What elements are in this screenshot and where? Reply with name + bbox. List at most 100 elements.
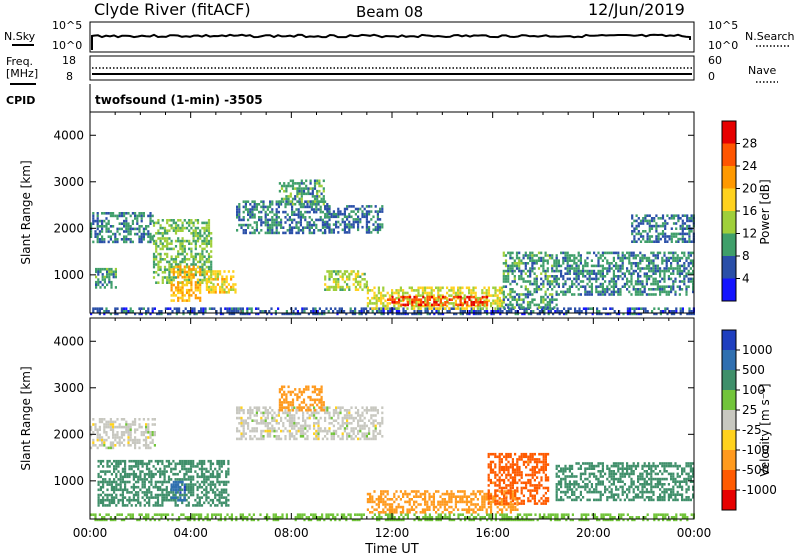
heatmap-cell [298, 189, 301, 193]
heatmap-cell [529, 272, 532, 275]
heatmap-cell [368, 212, 371, 216]
heatmap-cell [365, 280, 368, 284]
heatmap-cell [370, 205, 373, 208]
heatmap-cell [597, 262, 600, 265]
heatmap-cell [648, 293, 651, 296]
heatmap-cell [560, 251, 563, 255]
heatmap-cell [577, 293, 580, 296]
heatmap-cell [687, 269, 690, 273]
heatmap-cell [690, 217, 693, 220]
heatmap-cell [277, 231, 280, 235]
heatmap-cell [319, 210, 322, 214]
heatmap-cell [679, 224, 682, 228]
heatmap-cell [511, 303, 514, 307]
heatmap-cell [509, 282, 512, 286]
heatmap-cell [203, 237, 206, 240]
heatmap-cell [546, 295, 549, 299]
heatmap-cell [542, 259, 545, 262]
heatmap-cell [166, 221, 169, 225]
heatmap-cell [134, 485, 138, 489]
heatmap-cell [391, 289, 394, 292]
heatmap-cell [366, 304, 369, 308]
heatmap-cell [147, 225, 150, 228]
heatmap-cell [571, 267, 574, 270]
heatmap-cell [352, 218, 355, 221]
heatmap-cell [203, 472, 206, 476]
heatmap-cell [183, 488, 186, 492]
heatmap-cell [303, 518, 306, 522]
heatmap-cell [159, 258, 162, 261]
heatmap-cell [129, 225, 132, 228]
heatmap-cell [399, 289, 402, 292]
heatmap-cell [659, 267, 662, 270]
heatmap-cell [227, 459, 230, 463]
heatmap-cell [645, 267, 648, 270]
heatmap-cell [174, 488, 178, 492]
heatmap-cell [518, 306, 521, 309]
heatmap-cell [648, 269, 651, 273]
heatmap-cell [285, 187, 288, 190]
heatmap-cell [413, 298, 416, 301]
heatmap-cell [415, 312, 418, 316]
heatmap-cell [103, 518, 106, 522]
heatmap-cell [689, 277, 692, 281]
heatmap-cell [203, 501, 206, 505]
heatmap-cell [692, 312, 695, 316]
heatmap-cell [441, 294, 444, 297]
heatmap-cell [214, 285, 217, 289]
heatmap-cell [225, 285, 228, 289]
heatmap-cell [361, 278, 364, 281]
heatmap-cell [566, 277, 569, 281]
heatmap-cell [628, 256, 631, 260]
heatmap-cell [428, 312, 431, 316]
heatmap-cell [188, 299, 191, 302]
heatmap-cell [97, 472, 100, 476]
heatmap-cell [554, 513, 557, 516]
heatmap-cell [371, 310, 374, 313]
heatmap-cell [464, 301, 467, 304]
heatmap-cell [428, 302, 431, 305]
heatmap-cell [185, 493, 188, 497]
heatmap-cell [504, 303, 508, 307]
heatmap-cell [207, 459, 210, 463]
heatmap-cell [294, 307, 297, 310]
heatmap-cell [103, 225, 106, 228]
heatmap-cell [218, 475, 221, 479]
heatmap-cell [444, 303, 447, 307]
heatmap-cell [199, 296, 202, 300]
heatmap-cell [431, 518, 434, 522]
heatmap-cell [341, 278, 344, 281]
heatmap-cell [161, 247, 164, 251]
heatmap-cell [688, 217, 691, 220]
heatmap-cell [113, 470, 116, 473]
heatmap-cell [601, 272, 604, 275]
heatmap-cell [312, 516, 315, 519]
heatmap-cell [529, 282, 532, 286]
heatmap-cell [280, 203, 283, 206]
heatmap-cell [105, 433, 108, 437]
heatmap-cell [285, 513, 288, 516]
heatmap-cell [119, 462, 122, 466]
y-tick-label: 4000 [53, 128, 84, 142]
heatmap-cell [606, 262, 609, 265]
heatmap-cell [168, 281, 171, 284]
heatmap-cell [181, 296, 184, 300]
heatmap-cell [343, 228, 346, 232]
heatmap-cell [238, 208, 241, 211]
heatmap-cell [557, 259, 560, 262]
heatmap-cell [271, 203, 274, 206]
heatmap-cell [494, 513, 497, 516]
heatmap-cell [266, 221, 269, 224]
heatmap-cell [181, 224, 184, 227]
heatmap-cell [264, 205, 267, 209]
heatmap-cell [398, 301, 401, 304]
heatmap-cell [208, 275, 211, 278]
heatmap-cell [166, 239, 169, 243]
heatmap-cell [307, 312, 310, 316]
heatmap-cell [152, 496, 155, 499]
heatmap-cell [579, 285, 582, 288]
heatmap-cell [247, 422, 250, 425]
heatmap-cell [137, 465, 140, 468]
heatmap-cell [225, 280, 228, 284]
heatmap-cell [138, 238, 141, 241]
